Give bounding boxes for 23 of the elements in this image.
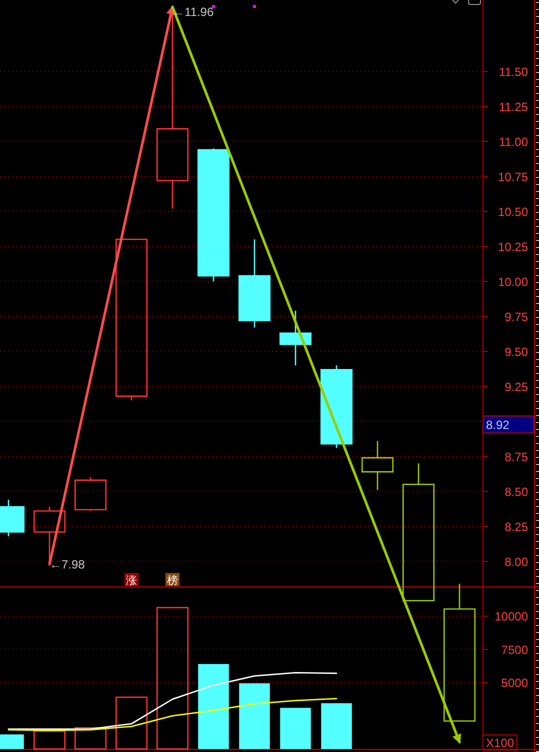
y-tick-label: 8.50 bbox=[504, 484, 528, 499]
y-tick-label: 11.00 bbox=[498, 134, 528, 149]
y-tick-label: 8.75 bbox=[504, 450, 528, 464]
y-tick-label: 9.25 bbox=[504, 380, 528, 394]
y-tick-label: 7500 bbox=[501, 642, 528, 657]
y-tick-label: 8.25 bbox=[504, 520, 528, 534]
y-tick-label: 10.50 bbox=[498, 204, 528, 219]
y-tick-label: 10.00 bbox=[498, 274, 528, 289]
y-tick-label: 8.00 bbox=[504, 554, 528, 569]
price-label: 8.92 bbox=[482, 416, 534, 434]
y-tick-label: 11.25 bbox=[498, 100, 528, 114]
y-tick-label: 9.50 bbox=[504, 344, 528, 359]
y-tick-label: 10000 bbox=[494, 610, 528, 624]
y-tick-label: 5000 bbox=[501, 676, 528, 690]
badge: 榜 bbox=[166, 573, 180, 587]
badge: 涨 bbox=[124, 573, 138, 587]
annotation: ←11.96 bbox=[172, 5, 214, 19]
y-tick-label: 10.25 bbox=[498, 240, 528, 254]
y-tick-label: 9.75 bbox=[504, 310, 528, 324]
unit-label: X100 bbox=[482, 734, 518, 750]
annotation: ←7.98 bbox=[50, 558, 86, 572]
y-tick-label: 10.75 bbox=[498, 170, 528, 184]
y-tick-label: 11.50 bbox=[498, 64, 528, 79]
